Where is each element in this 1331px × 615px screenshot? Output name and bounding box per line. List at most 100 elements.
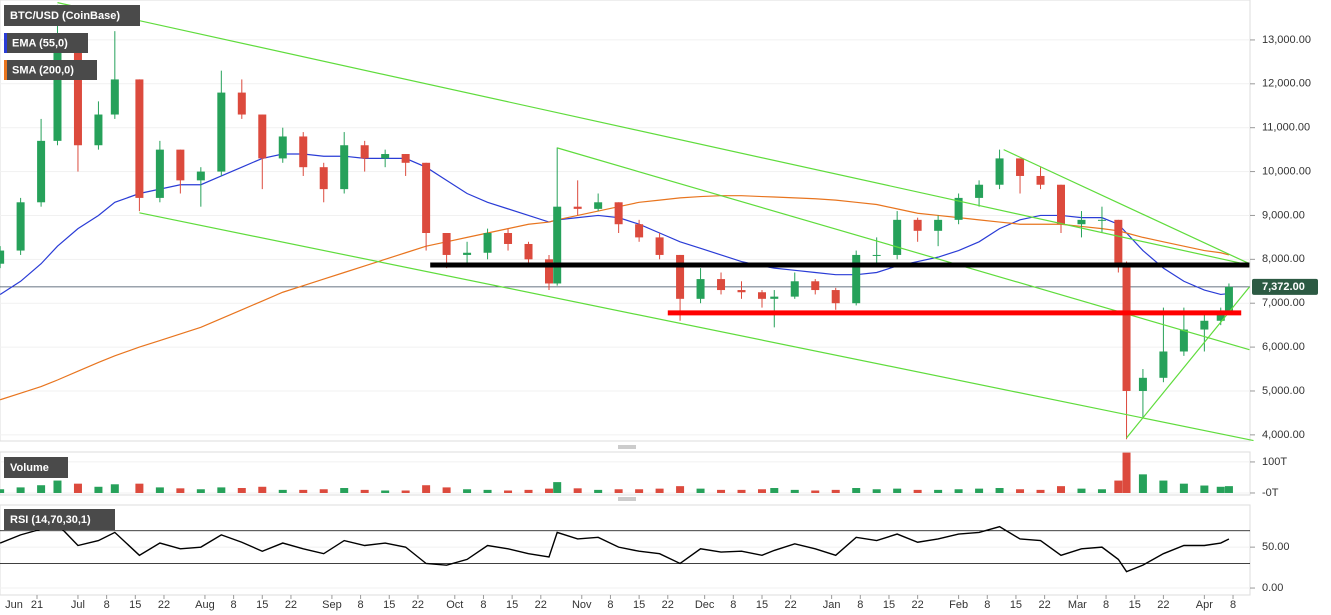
x-tick-label: 8	[358, 599, 364, 611]
x-tick-label: Nov	[572, 599, 592, 611]
volume-bar	[893, 488, 902, 493]
trendline	[57, 2, 1250, 266]
candle-body	[360, 145, 369, 159]
x-tick-label: 22	[785, 599, 797, 611]
x-tick-label: 8	[1103, 599, 1109, 611]
x-tick-label: 8	[480, 599, 486, 611]
x-tick-label: 15	[633, 599, 645, 611]
volume-bar	[0, 489, 5, 493]
volume-bar	[16, 487, 25, 493]
candle-body	[811, 281, 820, 291]
candle-body	[995, 158, 1004, 185]
volume-bar	[299, 489, 308, 493]
volume-bar	[73, 483, 82, 493]
volume-bar	[53, 480, 62, 493]
candle-body	[676, 254, 685, 299]
candle-body	[340, 145, 349, 190]
candle-body	[614, 202, 623, 225]
panel-handle[interactable]	[618, 497, 636, 501]
volume-bar	[975, 488, 984, 493]
candle-body	[524, 243, 533, 260]
y-tick-label: 7,000.00	[1262, 297, 1305, 309]
x-tick-label: 15	[1129, 599, 1141, 611]
volume-bar	[1224, 486, 1233, 493]
x-tick-label: 15	[383, 599, 395, 611]
y-tick-label: 6,000.00	[1262, 341, 1305, 353]
last-price-label: 7,372.00	[1262, 281, 1305, 293]
x-tick-label: 8	[104, 599, 110, 611]
panel-title: Volume	[10, 462, 49, 474]
candle-body	[483, 233, 492, 253]
x-tick-label: 15	[506, 599, 518, 611]
x-tick-label: Sep	[322, 599, 342, 611]
panel-handle[interactable]	[618, 445, 636, 449]
candle-body	[1016, 158, 1025, 176]
candle-body	[278, 136, 287, 159]
x-tick-label: Jul	[71, 599, 85, 611]
y-tick-label: -0T	[1262, 487, 1279, 499]
candle-body	[717, 279, 726, 291]
candle-body	[1122, 263, 1131, 391]
volume-bar	[811, 490, 820, 493]
y-tick-label: 5,000.00	[1262, 385, 1305, 397]
candle-body	[545, 259, 553, 284]
candle-body	[954, 197, 963, 220]
x-tick-label: 8	[857, 599, 863, 611]
candle-body	[1159, 351, 1168, 378]
candle-body	[1036, 175, 1045, 185]
trendline	[557, 147, 1250, 351]
candle-body	[0, 250, 5, 264]
chart-title: BTC/USD (CoinBase)	[10, 10, 120, 22]
candle-body	[934, 219, 943, 231]
rsi-line	[0, 523, 1230, 573]
volume-bar	[655, 488, 664, 493]
volume-bar	[278, 489, 287, 493]
y-tick-label: 100T	[1262, 456, 1287, 468]
candle-body	[237, 92, 246, 115]
candle-body	[1114, 219, 1123, 264]
candle-body	[573, 206, 582, 209]
legend-box	[4, 509, 115, 530]
volume-bar	[1077, 488, 1086, 493]
volume-bar	[594, 489, 603, 493]
moving-average	[0, 153, 1230, 296]
candle-body	[770, 296, 779, 299]
volume-bar	[995, 488, 1004, 493]
volume-bar	[422, 485, 431, 493]
candle-body	[1216, 311, 1225, 321]
x-tick-label: Jun	[5, 599, 23, 611]
price-panel	[0, 0, 1251, 442]
candle-body	[319, 167, 328, 190]
candle-body	[757, 292, 766, 299]
x-tick-label: 22	[535, 599, 547, 611]
x-tick-label: 22	[1157, 599, 1169, 611]
x-tick-label: 15	[129, 599, 141, 611]
volume-bar	[553, 482, 562, 493]
volume-bar	[954, 489, 963, 493]
x-tick-label: 15	[1010, 599, 1022, 611]
volume-bar	[1200, 485, 1209, 493]
candle-body	[135, 79, 144, 198]
volume-bar	[1114, 480, 1123, 493]
candle-body	[790, 281, 799, 297]
x-tick-label: 15	[256, 599, 268, 611]
x-tick-label: 22	[1038, 599, 1050, 611]
candle-body	[381, 154, 390, 159]
x-tick-label: Oct	[446, 599, 463, 611]
x-tick-label: 8	[1230, 599, 1236, 611]
candle-body	[504, 233, 513, 244]
volume-bar	[737, 489, 746, 493]
y-tick-label: 4,000.00	[1262, 429, 1305, 441]
volume-bar	[217, 487, 226, 493]
volume-bar	[831, 489, 840, 493]
x-tick-label: Dec	[695, 599, 715, 611]
candle-body	[696, 279, 705, 299]
trendline	[1003, 149, 1250, 265]
volume-bar	[676, 486, 685, 493]
candle-body	[217, 92, 226, 172]
candle-body	[1077, 219, 1086, 225]
moving-average	[0, 195, 1230, 401]
x-tick-label: Feb	[949, 599, 968, 611]
volume-bar	[360, 489, 369, 493]
